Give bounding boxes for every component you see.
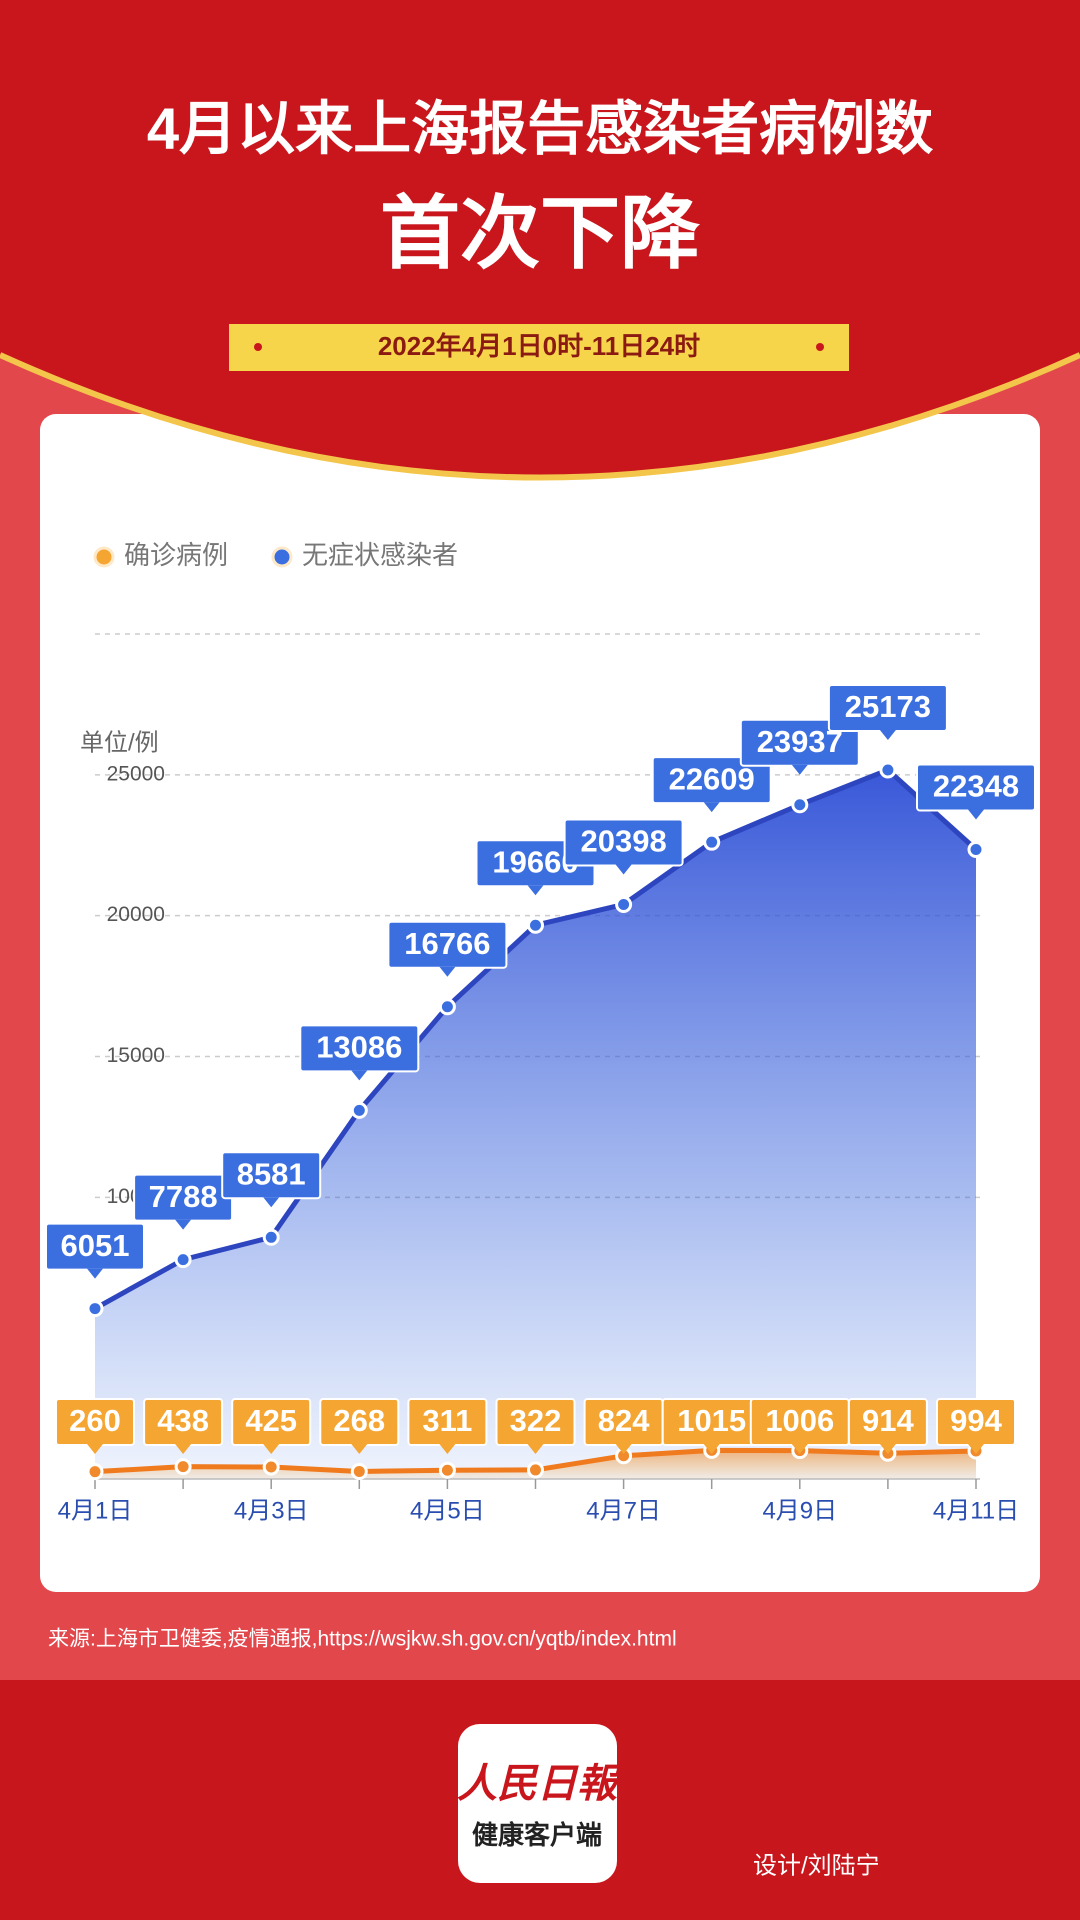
point	[438, 998, 456, 1016]
data-label: 425	[245, 1403, 297, 1438]
point	[86, 1300, 104, 1318]
data-label: 22609	[669, 761, 755, 796]
legend-dot	[271, 546, 293, 568]
label-pointer	[175, 1444, 192, 1454]
data-label: 22348	[933, 769, 1019, 804]
label-pointer	[791, 1444, 808, 1454]
logo-box	[458, 1724, 617, 1883]
data-label: 20398	[580, 824, 666, 859]
period-box	[229, 324, 849, 371]
data-label: 824	[598, 1403, 650, 1438]
legend-label: 确诊病例	[124, 540, 228, 570]
data-label: 1006	[765, 1403, 834, 1438]
data-label: 994	[950, 1403, 1002, 1438]
point	[262, 1458, 280, 1476]
x-tick-label: 4月9日	[762, 1497, 837, 1524]
label-pointer	[439, 966, 456, 977]
data-label: 268	[333, 1403, 385, 1438]
credit: 设计/刘陆宁	[753, 1852, 880, 1879]
plot: 确诊病例无症状感染者单位/例100001500020000250004月1日4月…	[45, 540, 1036, 1524]
data-label: 8581	[237, 1156, 306, 1191]
x-tick-label: 4月11日	[933, 1497, 1019, 1524]
data-label: 13086	[316, 1030, 402, 1065]
dot	[254, 343, 262, 351]
label-pointer	[968, 809, 984, 820]
data-label: 25173	[845, 689, 931, 724]
label-pointer	[175, 1219, 192, 1230]
label-pointer	[615, 864, 632, 875]
point	[350, 1101, 368, 1119]
point	[174, 1251, 192, 1269]
label-pointer	[879, 729, 896, 740]
label-pointer	[351, 1070, 368, 1081]
label-pointer	[527, 885, 544, 896]
label-pointer	[703, 802, 720, 813]
legend-label: 无症状感染者	[302, 540, 458, 570]
point	[350, 1462, 368, 1480]
legend-dot	[93, 546, 115, 568]
data-label: 914	[862, 1403, 914, 1438]
point	[438, 1461, 456, 1479]
point	[615, 895, 633, 913]
x-tick-label: 4月5日	[410, 1497, 485, 1524]
banner-edge	[0, 352, 1080, 481]
subtitle: 首次下降	[380, 189, 701, 278]
y-tick-label: 15000	[107, 1044, 165, 1067]
y-tick-label: 20000	[107, 903, 165, 926]
x-tick-label: 4月1日	[58, 1497, 133, 1524]
point	[174, 1458, 192, 1476]
label-pointer	[527, 1444, 544, 1454]
point	[527, 916, 544, 934]
label-pointer	[87, 1444, 103, 1454]
title: 4月以来上海报告感染者病例数	[147, 96, 933, 161]
label-pointer	[615, 1444, 632, 1454]
data-label: 1015	[677, 1403, 746, 1438]
data-label: 260	[69, 1403, 121, 1438]
x-tick-label: 4月7日	[586, 1497, 661, 1524]
y-axis-label: 单位/例	[80, 729, 159, 756]
data-label: 311	[422, 1403, 472, 1438]
point	[791, 796, 809, 814]
label-pointer	[968, 1444, 984, 1454]
data-label: 16766	[404, 926, 490, 961]
point	[967, 841, 985, 859]
data-label: 438	[157, 1403, 209, 1438]
area	[95, 1450, 976, 1479]
source: 来源:上海市卫健委,疫情通报,https://wsjkw.sh.gov.cn/y…	[48, 1628, 677, 1651]
area	[95, 769, 976, 1479]
label-pointer	[263, 1444, 280, 1454]
logo-sub: 健康客户端	[472, 1820, 602, 1850]
logo-name: 人民日報	[457, 1761, 623, 1806]
label-pointer	[351, 1444, 368, 1454]
data-label: 322	[510, 1403, 562, 1438]
x-tick-label: 4月3日	[234, 1497, 309, 1524]
data-label: 6051	[61, 1228, 130, 1263]
y-tick-label: 25000	[107, 762, 165, 785]
label-pointer	[87, 1268, 103, 1279]
point	[527, 1461, 544, 1479]
point	[262, 1228, 280, 1246]
label-pointer	[703, 1444, 720, 1454]
point	[703, 833, 721, 851]
point	[86, 1463, 104, 1481]
point	[879, 761, 897, 779]
label-pointer	[263, 1197, 280, 1208]
data-label: 7788	[149, 1179, 218, 1214]
dot	[816, 343, 824, 351]
period: 2022年4月1日0时-11日24时	[378, 331, 700, 361]
label-pointer	[439, 1444, 456, 1454]
label-pointer	[879, 1444, 896, 1454]
label-pointer	[791, 764, 808, 775]
